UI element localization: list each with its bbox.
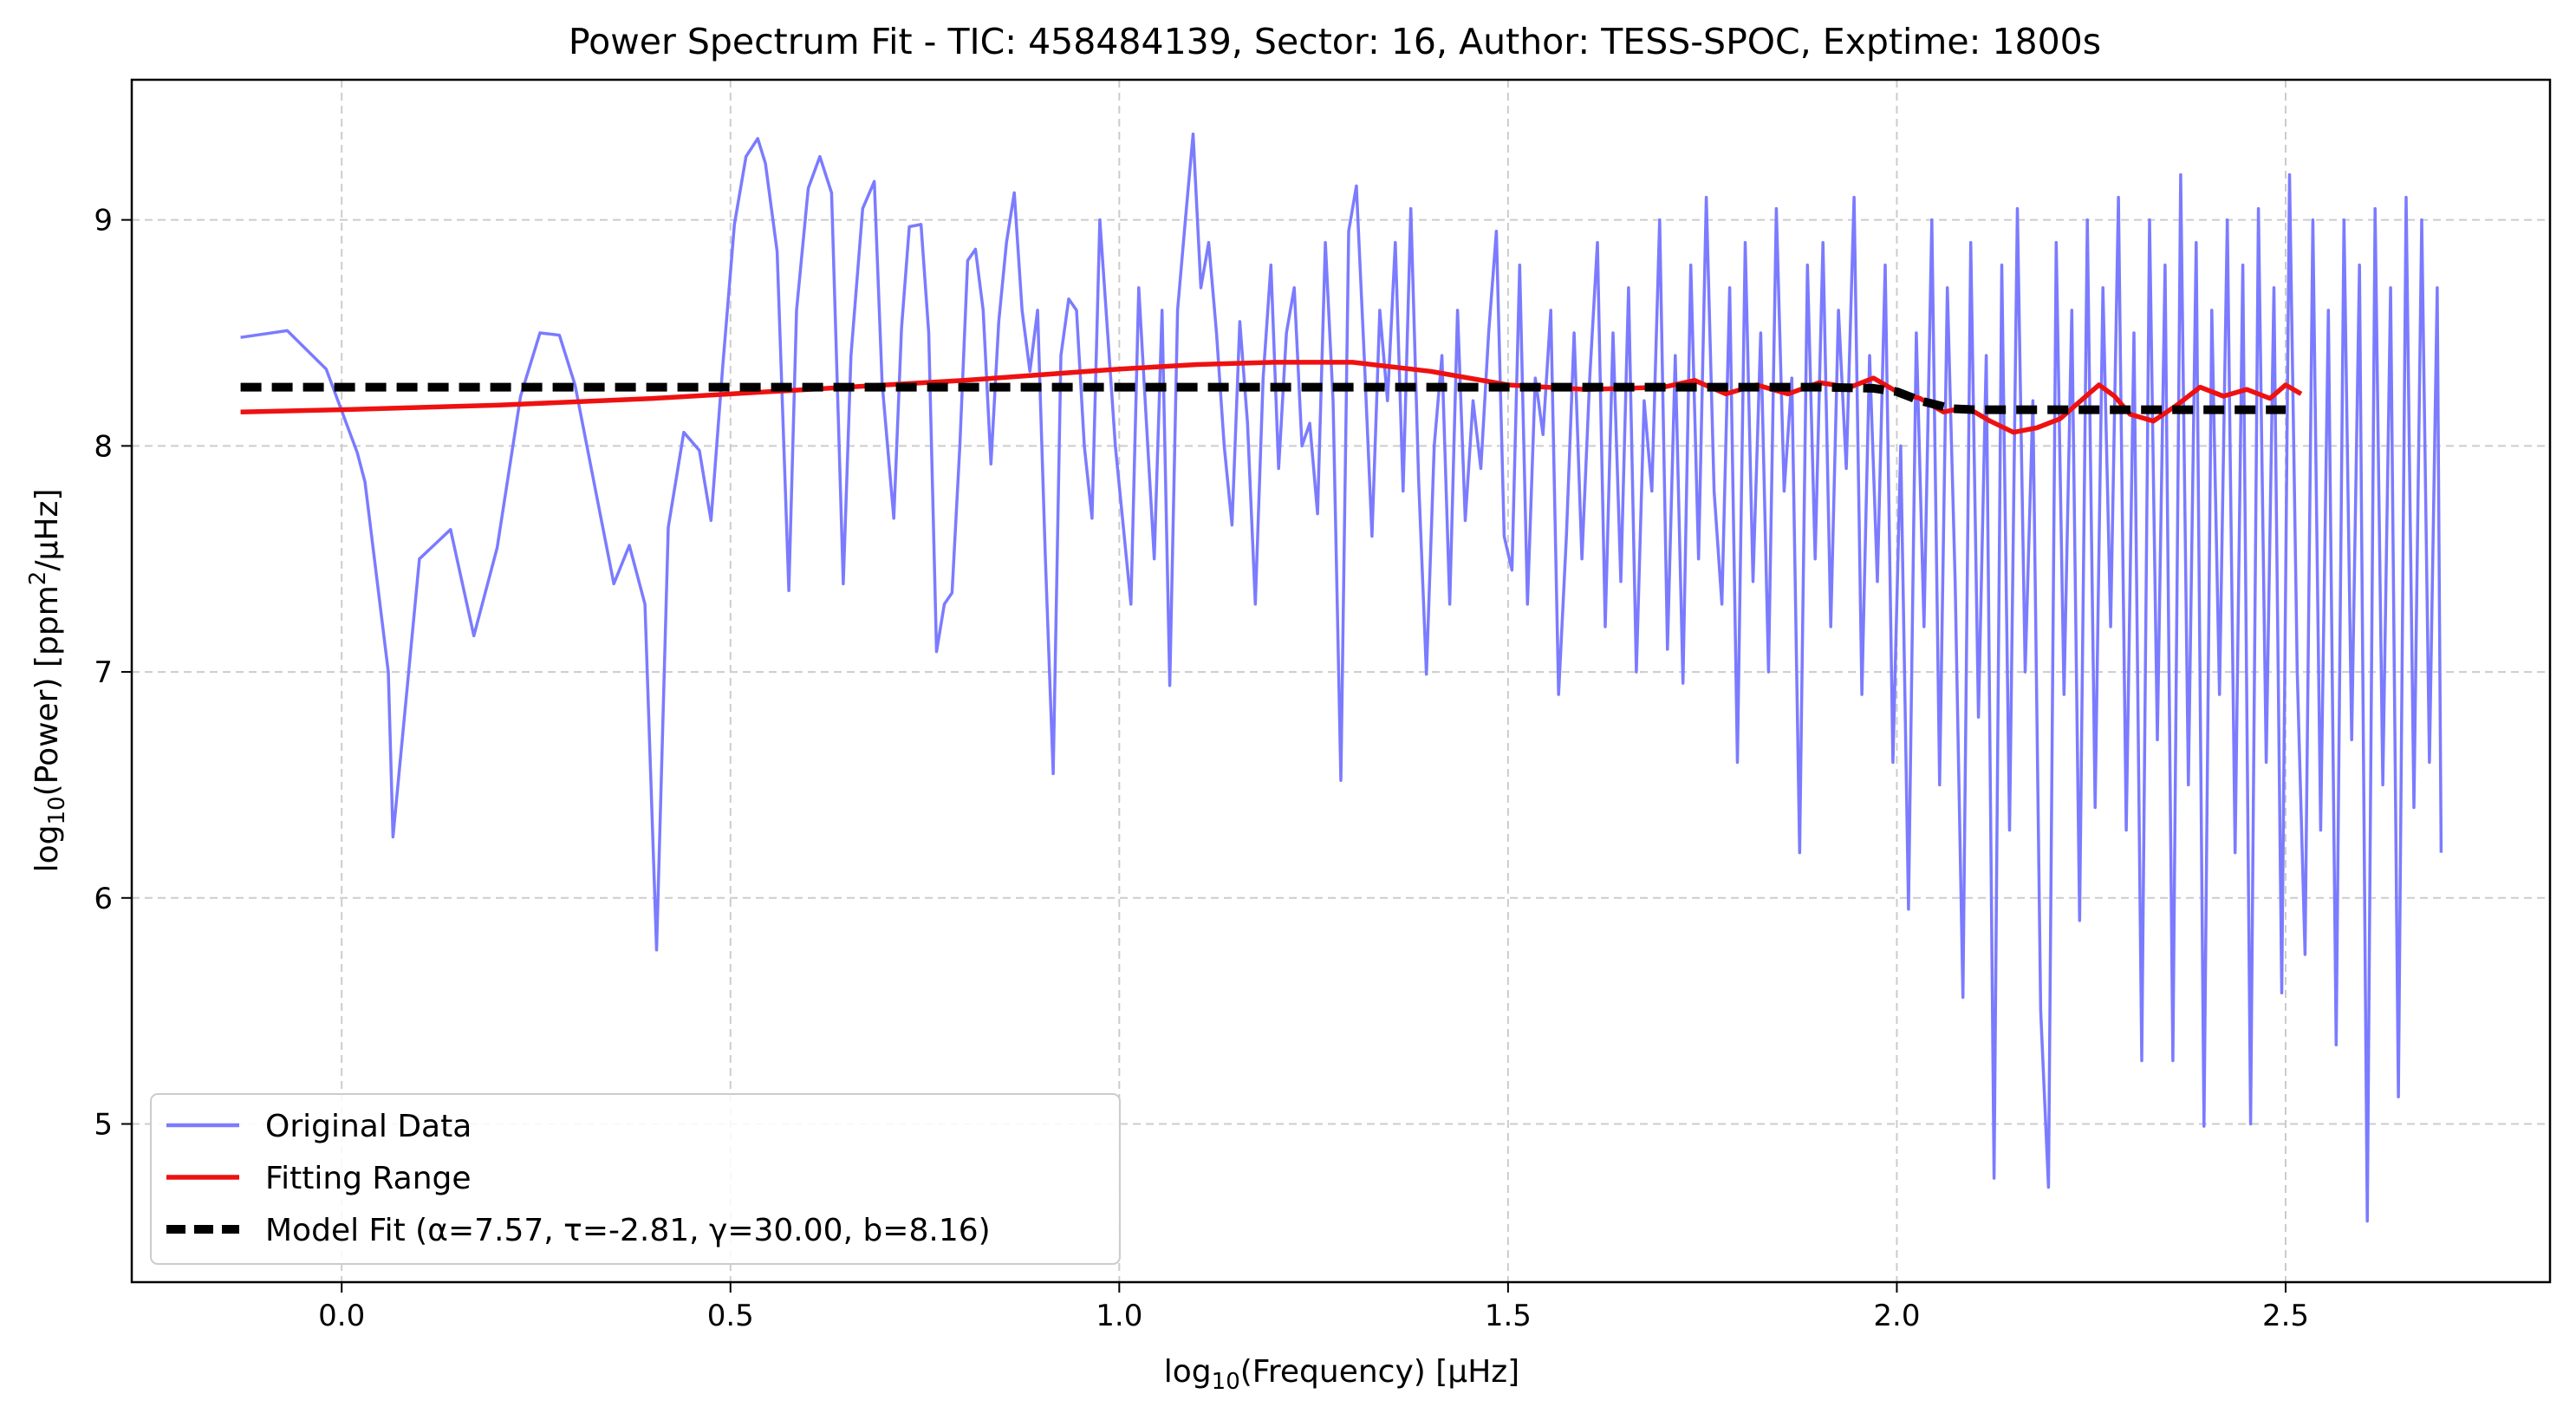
y-tick-label: 7	[94, 655, 113, 690]
chart-title: Power Spectrum Fit - TIC: 458484139, Sec…	[569, 21, 2101, 62]
series-line-fitting-range	[240, 360, 2303, 435]
legend-label-original-data: Original Data	[265, 1109, 472, 1144]
series-line-model-fit	[240, 382, 2286, 414]
x-tick-label: 0.5	[707, 1299, 754, 1333]
y-axis-label: log10(Power) [ppm2/μHz]	[25, 489, 70, 873]
x-tick-label: 2.5	[2262, 1299, 2309, 1333]
x-tick-label: 0.0	[318, 1299, 365, 1333]
y-tick-label: 9	[94, 204, 113, 238]
legend: Original Data Fitting Range Model Fit (α…	[150, 1093, 1121, 1265]
legend-label-fitting-range: Fitting Range	[265, 1161, 472, 1196]
y-tick-label: 6	[94, 882, 113, 916]
x-tick-label: 1.5	[1485, 1299, 1532, 1333]
y-tick-label: 8	[94, 429, 113, 464]
y-axis-ticks: 5 6 7 8 9	[94, 204, 132, 1143]
x-axis-ticks: 0.0 0.5 1.0 1.5 2.0 2.5	[318, 1282, 2309, 1333]
x-tick-label: 1.0	[1096, 1299, 1142, 1333]
series-line-original-data	[240, 132, 2443, 1223]
legend-label-model-fit: Model Fit (α=7.57, τ=-2.81, γ=30.00, b=8…	[265, 1213, 991, 1248]
plot-frame	[130, 78, 2552, 1284]
legend-box	[150, 1093, 1121, 1265]
x-axis-label: log10(Frequency) [μHz]	[1164, 1354, 1519, 1395]
series-lines	[240, 132, 2443, 1223]
x-tick-label: 2.0	[1873, 1299, 1920, 1333]
y-tick-label: 5	[94, 1108, 113, 1143]
